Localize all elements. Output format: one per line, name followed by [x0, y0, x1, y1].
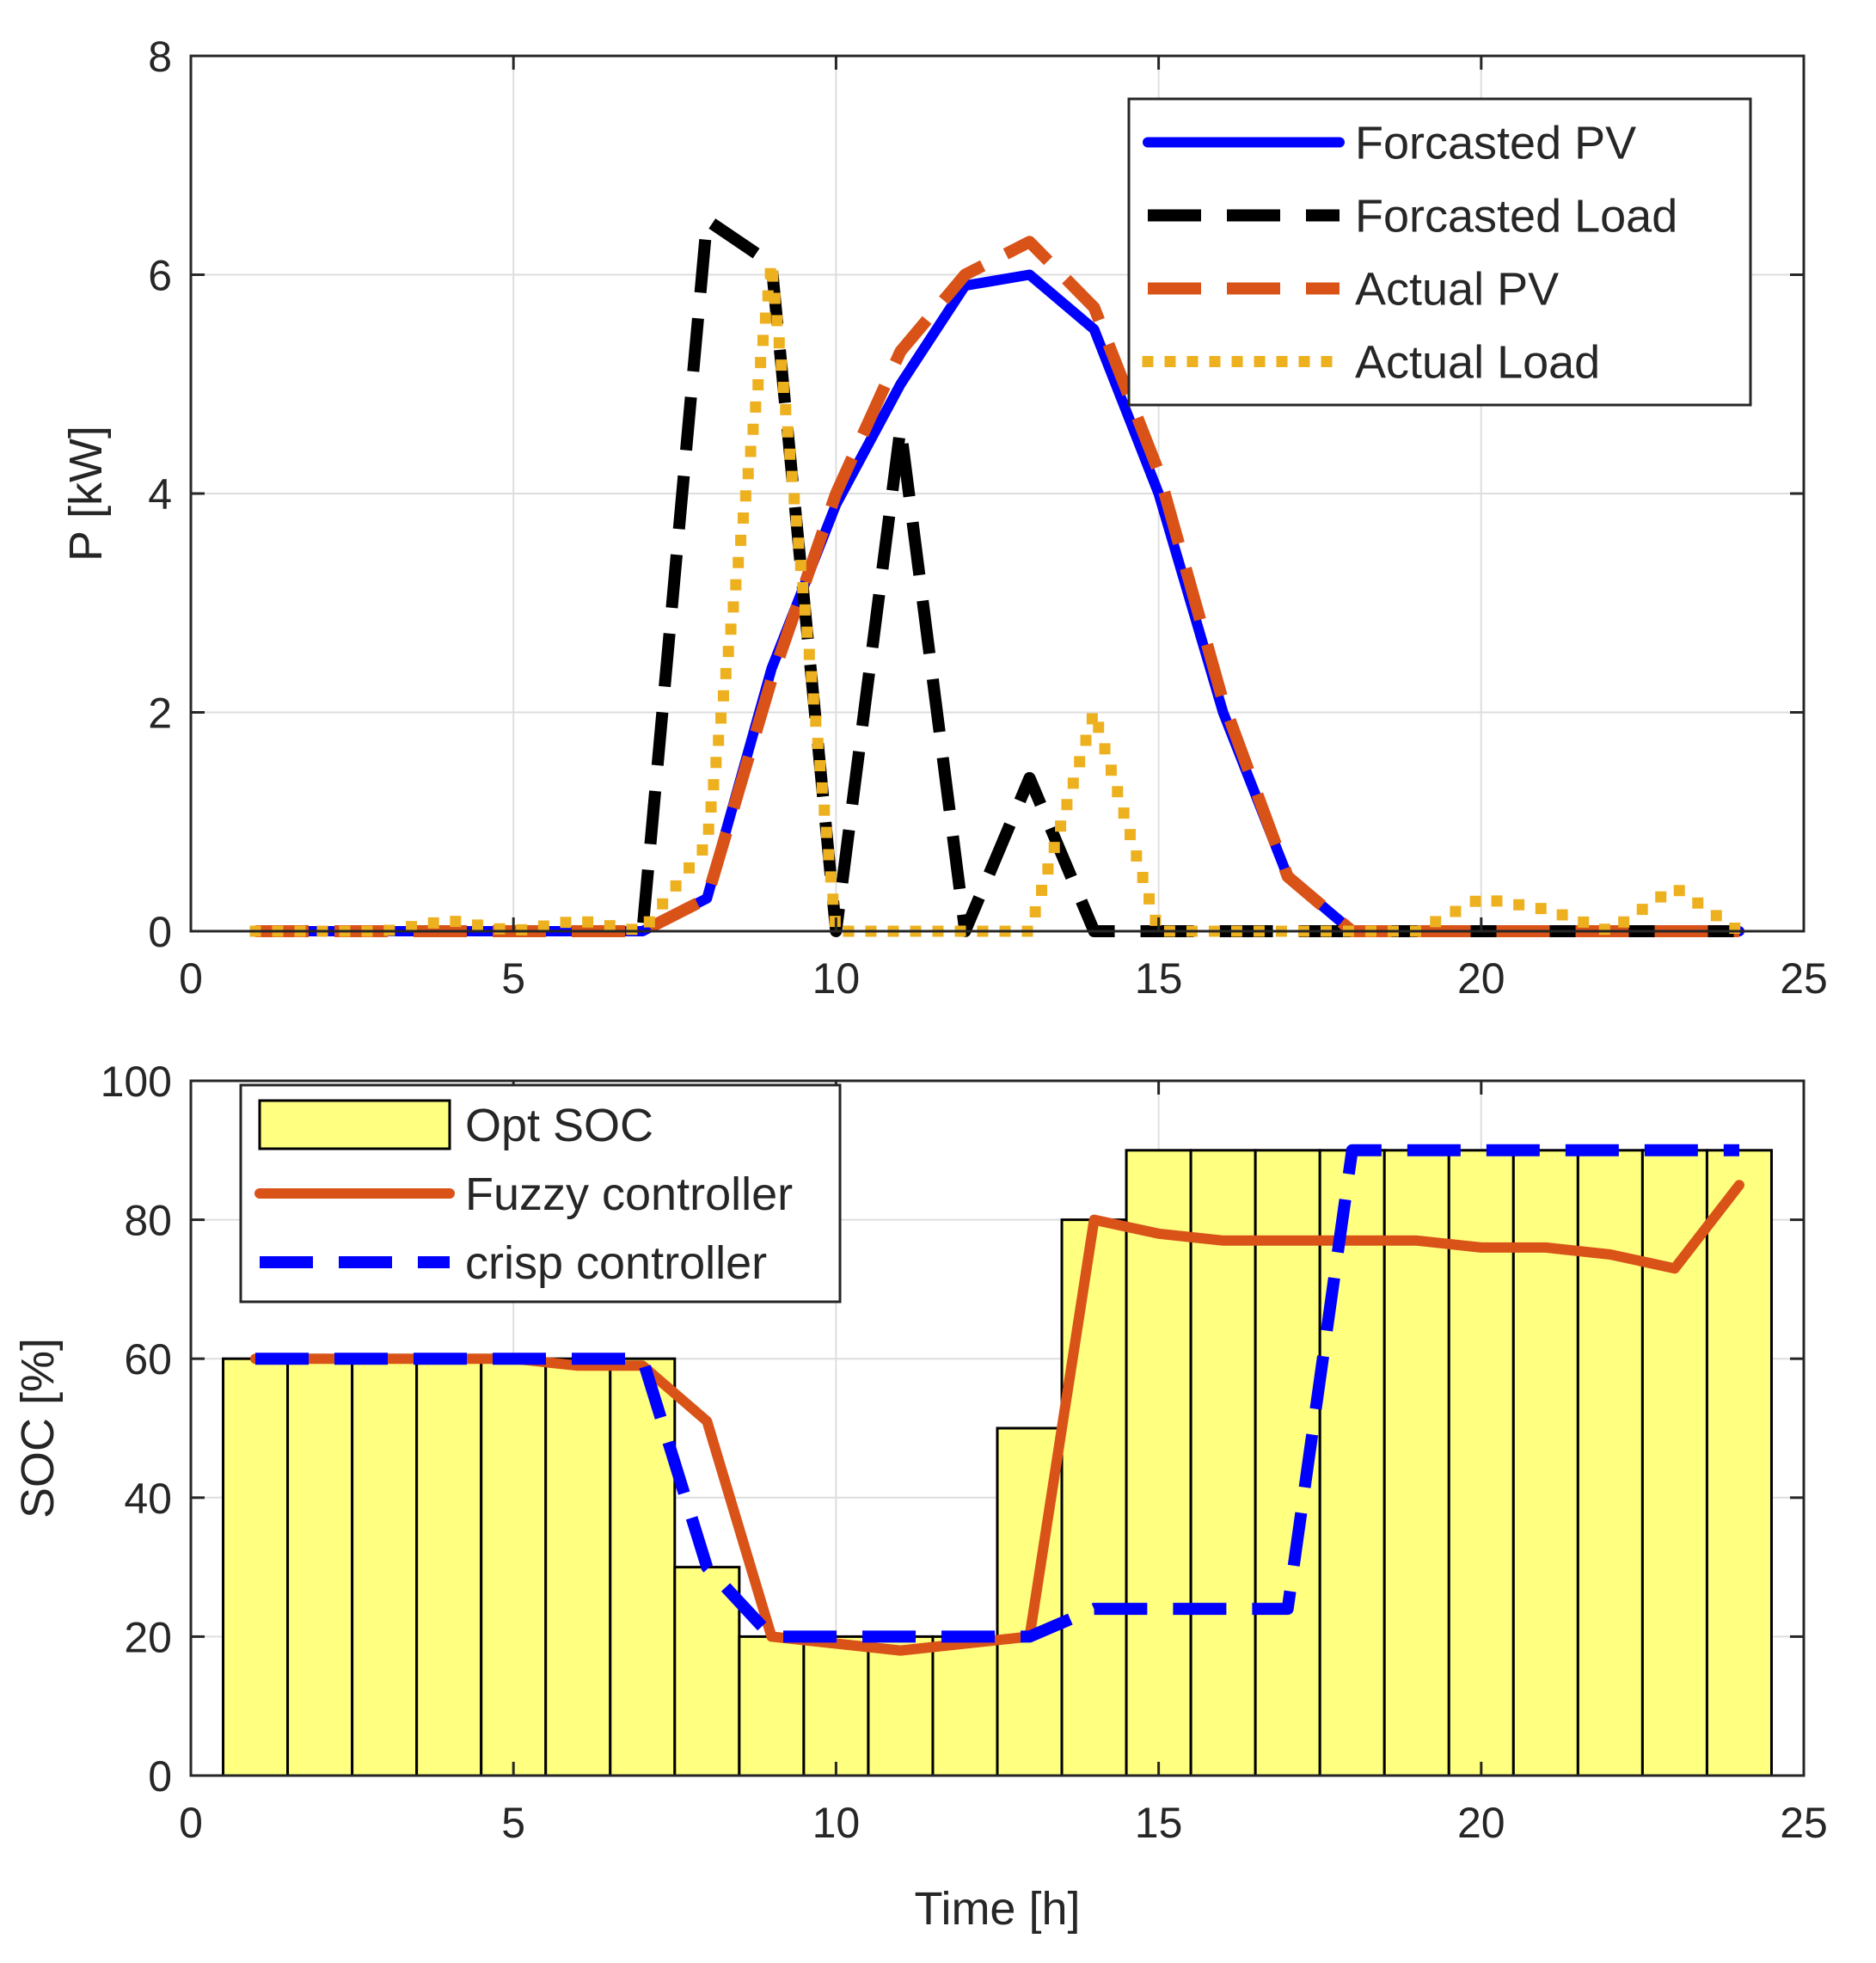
soc-plot-legend: Opt SOC Fuzzy controller crisp controller: [239, 1083, 842, 1304]
y-tick-label: 60: [124, 1335, 172, 1383]
legend-label-forcasted-load: Forcasted Load: [1355, 191, 1677, 242]
x-tick-label: 10: [812, 1799, 861, 1847]
y-tick-label: 2: [148, 690, 172, 738]
legend-label-actual-load: Actual Load: [1355, 337, 1600, 389]
x-tick-label: 15: [1135, 1799, 1183, 1847]
bar-opt-soc: [931, 1635, 999, 1777]
series-line-crisp-controller: [255, 1144, 1739, 1643]
bar-opt-soc: [1705, 1149, 1773, 1777]
y-tick-label: 8: [148, 33, 172, 81]
bar-opt-soc: [1060, 1218, 1128, 1777]
bar-opt-soc: [222, 1357, 290, 1777]
x-tick-label: 20: [1457, 954, 1505, 1003]
bar-opt-soc: [1189, 1149, 1257, 1777]
bar-opt-soc: [1576, 1149, 1644, 1777]
power-y-axis-label: P [kW]: [60, 426, 112, 561]
bar-opt-soc: [415, 1357, 483, 1777]
legend-label-actual-pv: Actual PV: [1355, 264, 1559, 316]
x-tick-label: 25: [1780, 1799, 1828, 1847]
power-plot-legend: Forcasted PV Forcasted Load Actual PV Actua…: [1127, 97, 1752, 407]
legend-swatch-opt-soc: [258, 1099, 451, 1150]
bar-opt-soc: [1640, 1149, 1708, 1777]
soc-plot-ticks: 0 5 10 15 20 25 0 20 40 60 80 100: [101, 1058, 1828, 1847]
bar-opt-soc: [1125, 1149, 1192, 1777]
time-x-axis-label: Time [h]: [914, 1883, 1080, 1935]
bar-opt-soc: [802, 1635, 870, 1777]
x-tick-label: 5: [501, 954, 525, 1003]
y-tick-label: 40: [124, 1475, 172, 1523]
x-tick-label: 0: [179, 954, 203, 1003]
bar-opt-soc: [286, 1357, 354, 1777]
soc-plot-series: [222, 1144, 1773, 1777]
x-tick-label: 10: [812, 954, 861, 1003]
y-tick-label: 4: [148, 470, 172, 518]
series-line-actual-load: [249, 258, 1748, 940]
legend-box: [1127, 97, 1752, 407]
x-tick-label: 5: [501, 1799, 525, 1847]
y-tick-label: 0: [148, 1752, 172, 1800]
bar-opt-soc: [867, 1635, 935, 1777]
soc-y-axis-label: SOC [%]: [12, 1338, 64, 1518]
legend-label-fuzzy-controller: Fuzzy controller: [465, 1169, 793, 1220]
x-tick-label: 15: [1135, 954, 1183, 1003]
y-tick-label: 100: [101, 1058, 172, 1106]
bar-opt-soc: [609, 1357, 677, 1777]
y-tick-label: 80: [124, 1197, 172, 1245]
legend-label-forcasted-pv: Forcasted PV: [1355, 118, 1636, 169]
soc-plot-frame: [189, 1079, 1805, 1777]
legend-label-opt-soc: Opt SOC: [465, 1100, 653, 1151]
legend-label-crisp-controller: crisp controller: [465, 1237, 767, 1289]
bar-opt-soc: [738, 1635, 806, 1777]
x-tick-label: 0: [179, 1799, 203, 1847]
y-tick-label: 20: [124, 1613, 172, 1661]
x-tick-label: 20: [1457, 1799, 1505, 1847]
x-tick-label: 25: [1780, 954, 1828, 1003]
y-tick-label: 6: [148, 252, 172, 300]
power-plot-ticks: 0 5 10 15 20 25 0 2 4 6 8: [148, 33, 1828, 1003]
y-tick-label: 0: [148, 908, 172, 956]
bar-opt-soc: [1447, 1149, 1515, 1777]
bar-opt-soc: [351, 1357, 419, 1777]
bar-opt-soc: [544, 1357, 612, 1777]
bar-opt-soc: [480, 1357, 548, 1777]
